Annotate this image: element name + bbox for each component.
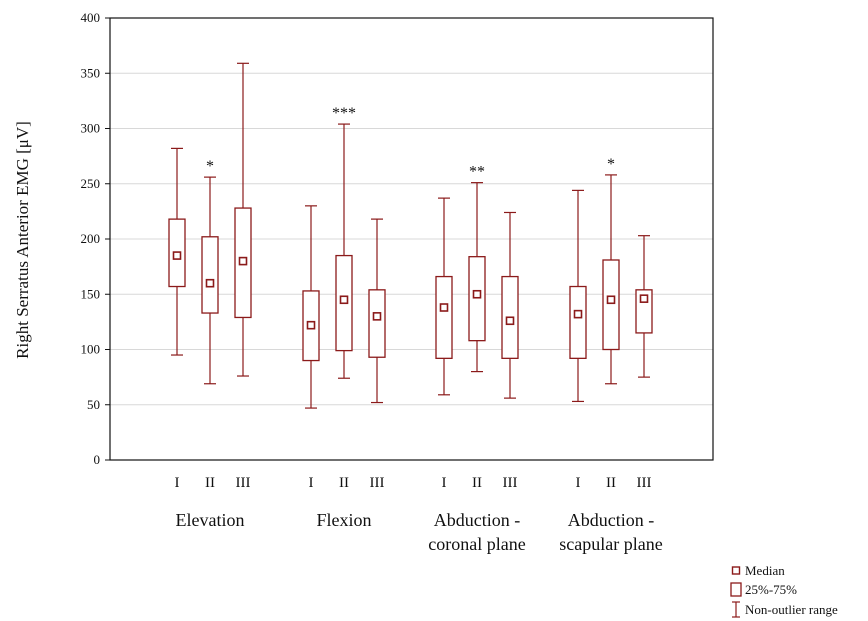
x-category-label: III [503, 475, 518, 491]
x-category-label: I [309, 475, 314, 491]
box-group: *** [302, 105, 386, 409]
significance-marker: * [607, 156, 615, 173]
median-marker [172, 251, 182, 260]
y-tick-label: 0 [94, 452, 101, 467]
x-category-label: II [205, 475, 215, 491]
box [234, 62, 252, 377]
boxes: ****** * [168, 62, 653, 409]
y-tick-label: 400 [81, 10, 101, 25]
box: *** [332, 105, 356, 379]
x-category-label: III [236, 475, 251, 491]
y-tick-label: 150 [81, 286, 101, 301]
y-axis-label: Right Serratus Anterior EMG [μV] [13, 121, 32, 359]
x-category-label: II [472, 475, 482, 491]
median-marker [505, 316, 515, 326]
x-category-label: III [637, 475, 652, 491]
median-marker [472, 289, 482, 299]
box-group: * [168, 62, 252, 385]
y-tick-label: 250 [81, 176, 101, 191]
group-label: coronal plane [428, 534, 525, 554]
box [635, 235, 653, 378]
x-category-label: I [576, 475, 581, 491]
x-category-label: II [339, 475, 349, 491]
iqr-box [569, 285, 587, 359]
significance-marker: ** [469, 164, 485, 181]
box [302, 205, 320, 409]
box: * [602, 156, 620, 385]
legend-box-symbol [730, 582, 742, 597]
plot-frame [109, 17, 714, 461]
x-category-label: I [442, 475, 447, 491]
group-label: Elevation [176, 510, 245, 530]
group-label: scapular plane [559, 534, 662, 554]
group-label: Abduction - [434, 510, 520, 530]
median-marker [372, 312, 382, 321]
median-marker [606, 295, 616, 305]
grid-lines [110, 72, 713, 406]
median-marker [306, 320, 316, 330]
median-marker [639, 294, 649, 303]
axes [105, 17, 714, 461]
legend-range-label: Non-outlier range [745, 602, 838, 617]
box [168, 147, 186, 356]
y-tick-label: 350 [81, 65, 101, 80]
median-marker [573, 309, 583, 319]
legend-box-label: 25%-75% [745, 582, 797, 597]
box-group: * [569, 156, 653, 403]
iqr-box [602, 259, 620, 351]
box: ** [468, 164, 486, 373]
x-category-label: II [606, 475, 616, 491]
box [368, 218, 386, 404]
x-category-label: I [175, 475, 180, 491]
median-marker [439, 303, 449, 312]
legend-median-symbol [731, 566, 741, 575]
legend: Median 25%-75% Non-outlier range [730, 563, 838, 618]
significance-marker: * [206, 158, 214, 175]
iqr-box [435, 275, 453, 359]
box-group: ** [435, 164, 519, 399]
box: * [201, 158, 219, 385]
y-tick-label: 300 [81, 121, 101, 136]
x-category-label: III [370, 475, 385, 491]
median-marker [205, 278, 215, 288]
box [501, 211, 519, 399]
group-label: Abduction - [568, 510, 654, 530]
y-tick-label: 200 [81, 231, 101, 246]
iqr-box [468, 256, 486, 342]
significance-marker: *** [332, 105, 356, 122]
median-marker [339, 295, 349, 305]
iqr-box [368, 289, 386, 358]
box [569, 189, 587, 403]
y-tick-label: 50 [87, 397, 100, 412]
y-tick-label: 100 [81, 342, 101, 357]
median-marker [238, 256, 248, 266]
group-label: Flexion [316, 510, 371, 530]
legend-median-label: Median [745, 563, 785, 578]
iqr-box [201, 236, 219, 314]
box [435, 197, 453, 396]
